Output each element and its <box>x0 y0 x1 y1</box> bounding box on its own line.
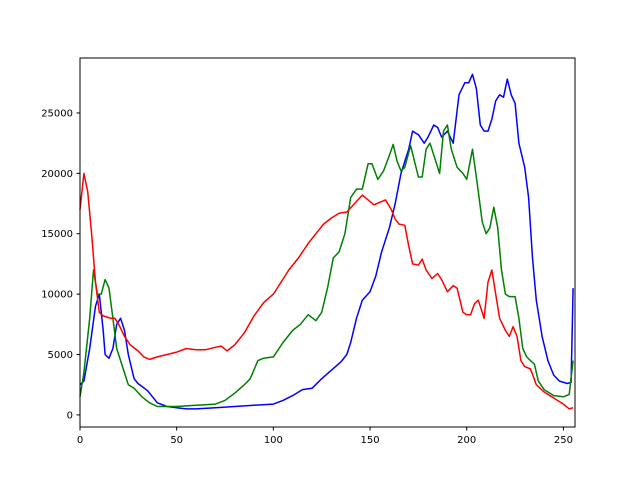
x-axis: 0 50 100 150 200 250 <box>77 427 573 446</box>
y-tick-label: 0 <box>67 410 73 421</box>
x-tick-label: 0 <box>77 435 83 446</box>
axes-frame <box>79 57 576 428</box>
x-tick-label: 100 <box>264 435 283 446</box>
series-line-1 <box>79 124 574 408</box>
x-tick-label: 150 <box>360 435 379 446</box>
x-tick-label: 50 <box>170 435 183 446</box>
y-axis: 0 5000 10000 15000 20000 25000 <box>41 108 80 421</box>
y-tick-label: 10000 <box>41 290 73 301</box>
y-tick-label: 15000 <box>41 229 73 240</box>
series-line-2 <box>79 172 574 410</box>
y-tick-label: 25000 <box>41 108 73 119</box>
series-line-0 <box>79 73 574 410</box>
y-tick-label: 20000 <box>41 169 73 180</box>
series-lines <box>79 73 574 410</box>
y-tick-label: 5000 <box>48 350 73 361</box>
x-tick-label: 250 <box>554 435 573 446</box>
x-tick-label: 200 <box>457 435 476 446</box>
